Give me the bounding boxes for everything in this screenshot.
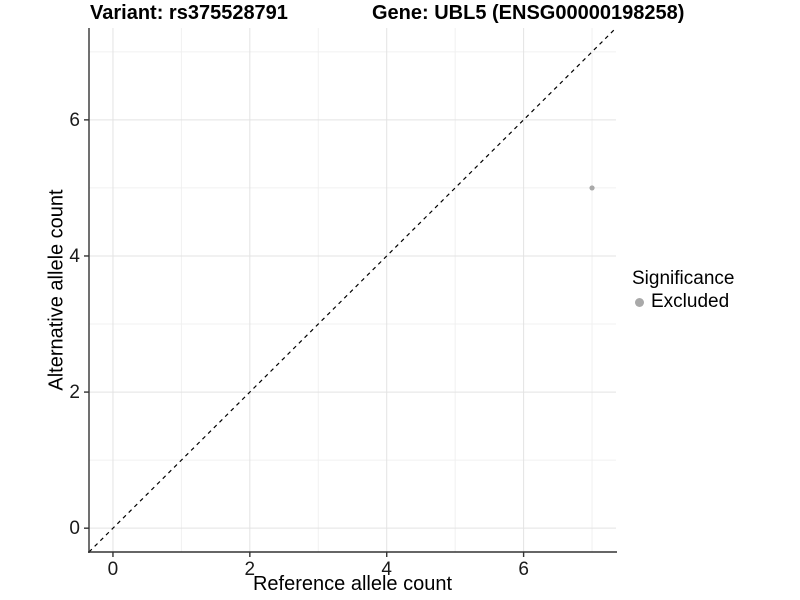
y-tick-label: 0 — [69, 518, 80, 539]
legend-entry-excluded: Excluded — [632, 291, 734, 313]
data-point — [589, 185, 595, 191]
x-tick-label: 6 — [518, 559, 529, 580]
y-axis-title: Alternative allele count — [45, 189, 68, 391]
gene-title: Gene: UBL5 (ENSG00000198258) — [372, 2, 685, 24]
y-tick-label: 6 — [69, 110, 80, 131]
x-tick-label: 4 — [381, 559, 392, 580]
variant-title: Variant: rs375528791 — [90, 2, 288, 24]
excluded-point-swatch — [635, 297, 644, 307]
x-tick-label: 2 — [245, 559, 256, 580]
y-tick-label: 4 — [69, 246, 80, 267]
x-axis-title: Reference allele count — [252, 573, 452, 595]
legend: Significance Excluded — [632, 267, 734, 313]
identity-line — [88, 27, 617, 553]
legend-entry-label: Excluded — [651, 291, 730, 312]
x-tick-label: 0 — [108, 559, 119, 580]
y-tick-label: 2 — [69, 382, 80, 403]
legend-title: Significance — [632, 268, 735, 289]
